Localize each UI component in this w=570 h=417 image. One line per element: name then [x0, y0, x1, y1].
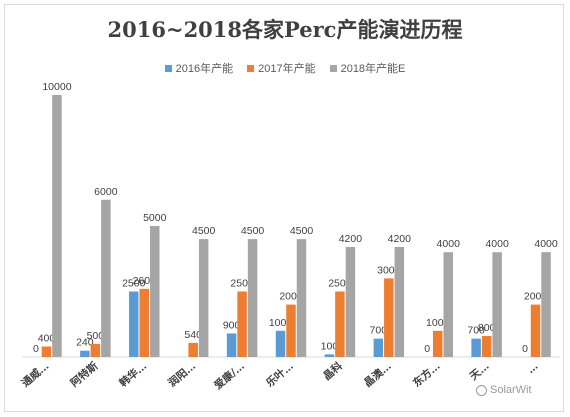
- legend-item-2017: 2017年产能: [247, 60, 316, 76]
- data-label-2018-1: 6000: [94, 186, 118, 198]
- category-label-2: 韩华…: [117, 359, 149, 389]
- category-label-6: 晶科: [320, 359, 345, 383]
- bar-2018-2: [150, 226, 160, 357]
- bar-2017-4: [237, 291, 247, 357]
- bar-2017-6: [335, 291, 345, 357]
- bar-2018-6: [345, 246, 356, 357]
- watermark-text: SolarWit: [490, 384, 532, 396]
- bar-2016-1: [80, 350, 90, 357]
- data-label-2018-10: 4000: [534, 238, 558, 250]
- bar-2017-2: [139, 288, 150, 357]
- bar-2016-6: [324, 354, 335, 357]
- bar-2018-9: [492, 252, 502, 357]
- data-label-2018-4: 4500: [241, 225, 265, 237]
- bar-2018-4: [247, 239, 258, 357]
- data-label-2018-2: 5000: [143, 212, 167, 224]
- data-label-2018-8: 4000: [437, 238, 461, 250]
- data-label-2016-7: 700: [370, 325, 388, 337]
- legend-label-2018: 2018年产能E: [340, 63, 406, 75]
- data-label-2018-0: 10000: [42, 81, 71, 93]
- legend-swatch-2016: [164, 64, 172, 72]
- data-label-2016-1: 240: [76, 337, 94, 349]
- bar-2018-3: [198, 239, 209, 357]
- legend-label-2016: 2016年产能: [175, 63, 234, 75]
- bar-2018-0: [52, 95, 62, 357]
- bar-2016-5: [275, 330, 286, 357]
- category-label-9: 天…: [468, 360, 492, 383]
- chart-legend: 2016年产能 2017年产能 2018年产能E: [0, 60, 570, 76]
- wechat-icon: [476, 384, 487, 396]
- bar-2016-4: [226, 333, 237, 357]
- data-label-2017-1: 500: [87, 330, 105, 342]
- data-label-2016-10: 0: [522, 343, 528, 355]
- bar-2018-10: [541, 252, 551, 357]
- category-label-0: 通威…: [19, 359, 51, 389]
- watermark: SolarWit: [476, 384, 532, 396]
- chart-title: 2016~2018各家Perc产能演进历程: [107, 17, 463, 42]
- bar-2018-1: [101, 199, 111, 357]
- bar-2016-9: [471, 338, 481, 357]
- bar-2017-0: [41, 346, 52, 357]
- category-label-10: …: [525, 360, 541, 376]
- bar-2018-5: [296, 239, 307, 357]
- data-label-2018-6: 4200: [339, 233, 363, 245]
- data-label-2016-6: 100: [321, 340, 339, 352]
- data-label-2016-4: 900: [223, 319, 241, 331]
- data-label-2017-3: 540: [184, 329, 202, 341]
- bar-2017-3: [188, 342, 198, 357]
- category-label-1: 阿特斯: [68, 359, 101, 390]
- bar-2017-5: [286, 304, 296, 357]
- legend-item-2016: 2016年产能: [164, 60, 234, 76]
- data-label-2016-8: 0: [424, 343, 430, 355]
- data-label-2017-9: 800: [478, 322, 496, 334]
- data-label-2016-2: 2500: [122, 278, 146, 290]
- bar-2016-2: [129, 291, 139, 357]
- bar-2017-10: [530, 304, 541, 357]
- category-label-8: 东方…: [410, 359, 442, 389]
- data-label-2016-9: 700: [467, 325, 485, 337]
- legend-swatch-2017: [247, 64, 255, 72]
- bar-2017-9: [481, 336, 492, 357]
- legend-item-2018: 2018年产能E: [329, 60, 406, 76]
- legend-swatch-2018: [329, 64, 337, 72]
- legend-label-2017: 2017年产能: [258, 63, 316, 75]
- category-label-3: 润阳…: [166, 359, 198, 389]
- bar-2016-7: [373, 338, 384, 357]
- category-label-4: 爱康/…: [212, 359, 247, 392]
- bar-2018-7: [394, 246, 405, 357]
- data-label-2018-3: 4500: [192, 225, 216, 237]
- category-label-7: 晶澳…: [361, 359, 393, 389]
- bar-2017-7: [384, 278, 394, 357]
- category-label-5: 乐叶…: [263, 359, 295, 389]
- data-label-2016-0: 0: [33, 343, 39, 355]
- bar-2018-8: [443, 252, 453, 357]
- data-label-2018-9: 4000: [485, 238, 509, 250]
- data-label-2018-5: 4500: [290, 225, 314, 237]
- bar-2017-8: [432, 330, 443, 357]
- data-label-2018-7: 4200: [388, 233, 412, 245]
- data-label-2017-0: 400: [38, 333, 56, 345]
- bar-2017-1: [90, 343, 101, 357]
